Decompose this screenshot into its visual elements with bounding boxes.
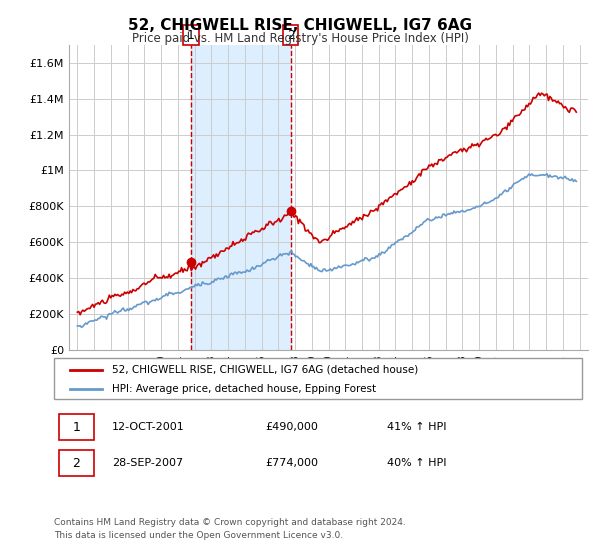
Text: 12-OCT-2001: 12-OCT-2001 [112, 422, 185, 432]
Text: 41% ↑ HPI: 41% ↑ HPI [386, 422, 446, 432]
FancyBboxPatch shape [59, 450, 94, 477]
FancyBboxPatch shape [59, 414, 94, 440]
Text: 1: 1 [187, 29, 195, 42]
Text: 40% ↑ HPI: 40% ↑ HPI [386, 459, 446, 469]
Text: 52, CHIGWELL RISE, CHIGWELL, IG7 6AG: 52, CHIGWELL RISE, CHIGWELL, IG7 6AG [128, 18, 472, 33]
Text: 2: 2 [73, 457, 80, 470]
Text: HPI: Average price, detached house, Epping Forest: HPI: Average price, detached house, Eppi… [112, 384, 376, 394]
Text: 2: 2 [287, 29, 295, 42]
Text: £490,000: £490,000 [265, 422, 318, 432]
Text: £774,000: £774,000 [265, 459, 318, 469]
Text: 52, CHIGWELL RISE, CHIGWELL, IG7 6AG (detached house): 52, CHIGWELL RISE, CHIGWELL, IG7 6AG (de… [112, 365, 418, 375]
FancyBboxPatch shape [54, 358, 582, 399]
Text: This data is licensed under the Open Government Licence v3.0.: This data is licensed under the Open Gov… [54, 531, 343, 540]
Text: Price paid vs. HM Land Registry's House Price Index (HPI): Price paid vs. HM Land Registry's House … [131, 32, 469, 45]
Text: 28-SEP-2007: 28-SEP-2007 [112, 459, 183, 469]
Text: 1: 1 [73, 421, 80, 434]
Text: Contains HM Land Registry data © Crown copyright and database right 2024.: Contains HM Land Registry data © Crown c… [54, 518, 406, 527]
Bar [191, 45, 290, 350]
